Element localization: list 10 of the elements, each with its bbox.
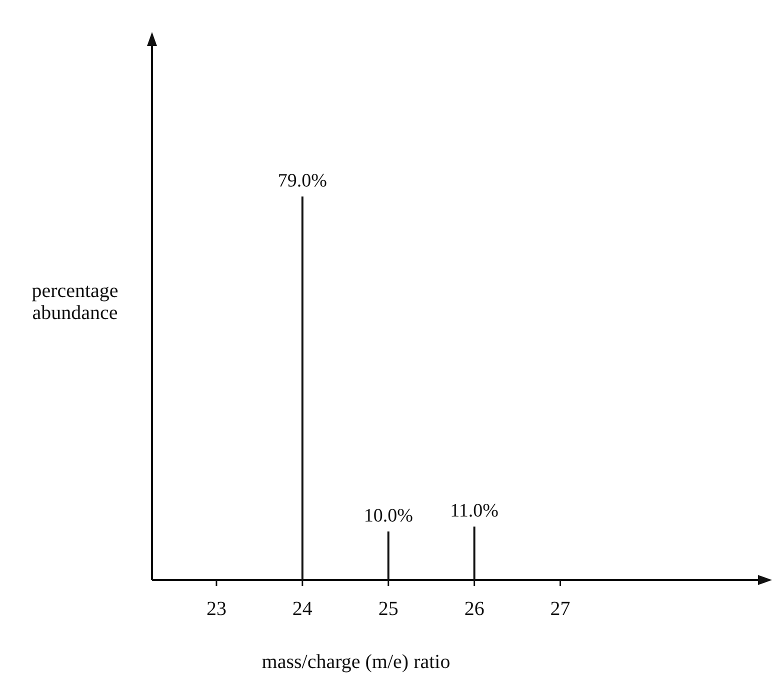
data-label: 11.0% [450, 500, 499, 522]
x-tick-label: 26 [464, 598, 484, 620]
x-tick-label: 23 [206, 598, 226, 620]
data-label: 10.0% [364, 505, 414, 526]
data-label: 79.0% [278, 170, 328, 192]
x-axis-title: mass/charge (m/e) ratio [262, 651, 450, 673]
x-tick-label: 24 [292, 598, 312, 620]
x-tick-label: 25 [378, 598, 398, 620]
x-tick-label: 27 [550, 598, 570, 620]
y-axis-title: percentage abundance [32, 280, 118, 324]
